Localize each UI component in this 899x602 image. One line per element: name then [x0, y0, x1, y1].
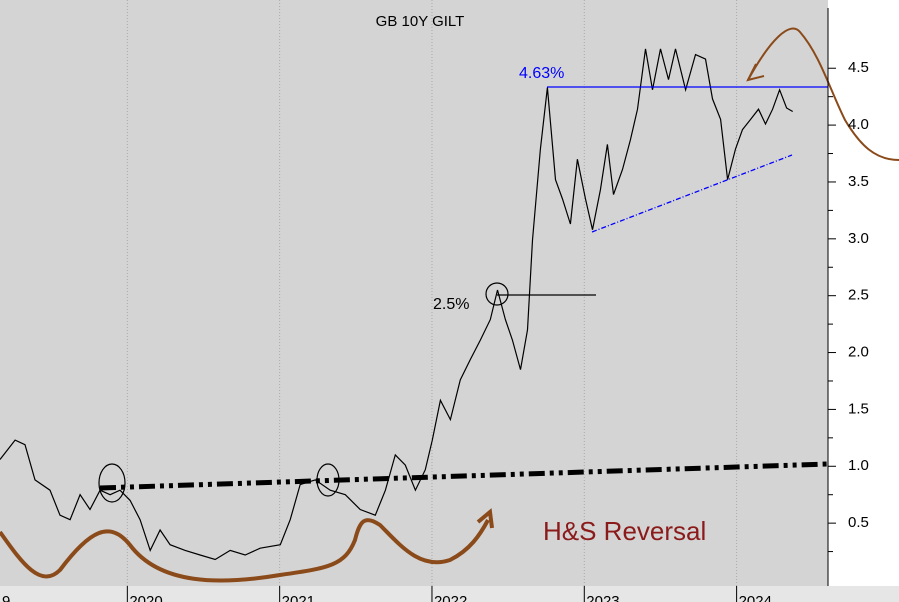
x-tick-label: 2024 — [739, 593, 772, 602]
y-tick-label: 2.5 — [848, 287, 869, 304]
annotation: 4.63% — [519, 65, 564, 82]
highlight-circle — [98, 463, 126, 503]
y-tick-label: 1.5 — [848, 400, 869, 417]
y-tick-label: 2.0 — [848, 344, 869, 361]
x-tick-label: 2022 — [434, 593, 467, 602]
pointer-curve — [747, 27, 899, 161]
x-tick-label: 2019 — [0, 593, 10, 602]
x-tick-label: 2021 — [282, 593, 315, 602]
hs-curve — [0, 518, 490, 583]
y-tick-label: 3.5 — [848, 173, 869, 190]
neckline — [99, 461, 829, 491]
marks — [0, 48, 793, 561]
annotation: H&S Reversal — [543, 516, 706, 546]
y-tick-label: 4.5 — [848, 59, 869, 76]
plot-background — [0, 0, 828, 586]
y-tick-label: 0.5 — [848, 514, 869, 531]
x-tick-label: 2023 — [586, 593, 619, 602]
y-tick-label: 4.0 — [848, 116, 869, 133]
x-tick-label: 2020 — [129, 593, 162, 602]
annotation: 2.5% — [433, 296, 469, 313]
y-tick-label: 1.0 — [848, 457, 869, 474]
highlight-circle — [485, 282, 509, 306]
series-line — [0, 48, 793, 561]
x-axis-strip — [0, 586, 899, 602]
pointer-arrow — [746, 63, 765, 82]
hs-arrow — [476, 508, 494, 529]
support-line — [591, 154, 793, 233]
chart-title: GB 10Y GILT — [376, 13, 465, 30]
y-tick-label: 3.0 — [848, 230, 869, 247]
